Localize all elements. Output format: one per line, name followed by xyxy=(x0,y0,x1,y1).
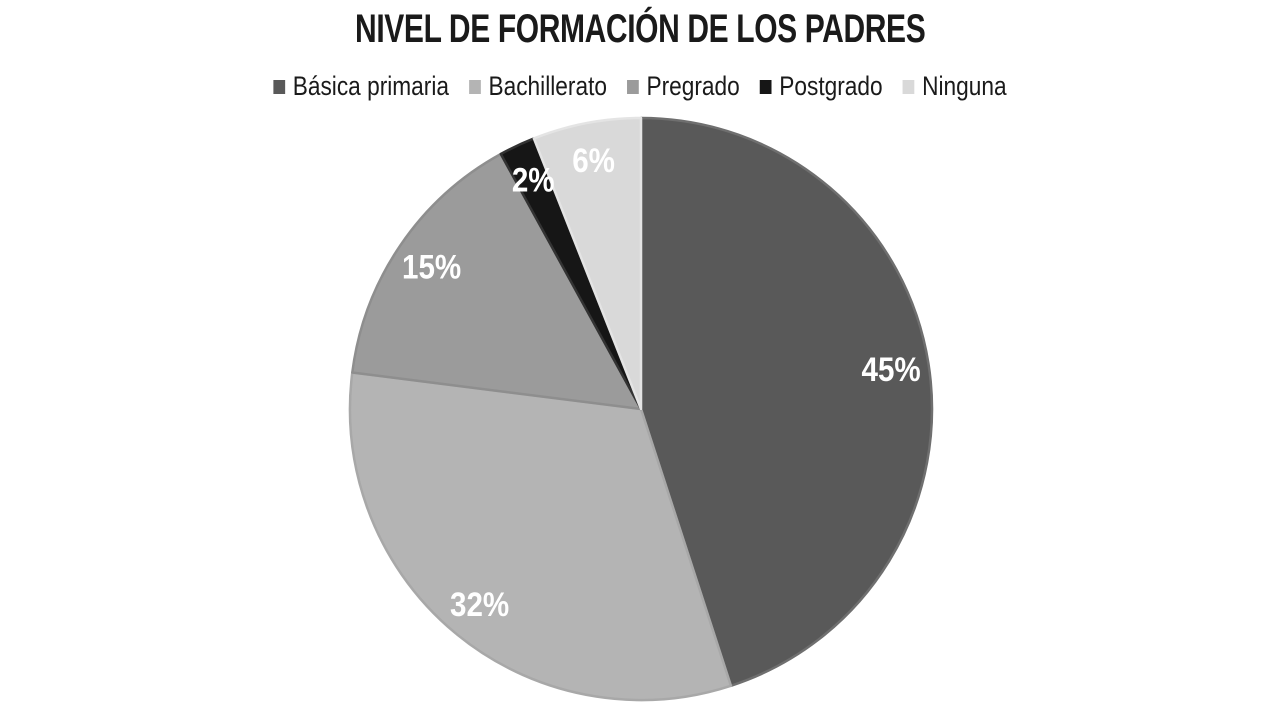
legend-item-bachillerato: Bachillerato xyxy=(469,71,607,102)
chart-title: NIVEL DE FORMACIÓN DE LOS PADRES xyxy=(354,7,926,51)
legend-swatch-basica-primaria-icon xyxy=(273,79,286,94)
legend-item-basica-primaria: Básica primaria xyxy=(273,71,449,102)
legend-label: Ninguna xyxy=(922,71,1007,101)
chart-legend: Básica primaria Bachillerato Pregrado Po… xyxy=(273,71,1007,102)
pie-data-label-3: 2% xyxy=(512,161,555,199)
pie-data-label-1: 32% xyxy=(450,585,509,623)
legend-item-pregrado: Pregrado xyxy=(627,71,740,102)
legend-label: Postgrado xyxy=(779,71,883,101)
pie-slice-2 xyxy=(351,152,643,411)
legend-item-ninguna: Ninguna xyxy=(902,71,1007,102)
pie-slice-0 xyxy=(639,116,934,688)
pie-data-label-0: 45% xyxy=(862,350,921,388)
legend-swatch-ninguna-icon xyxy=(902,79,915,94)
pie-data-label-4: 6% xyxy=(572,141,615,179)
pie-slice-4 xyxy=(532,116,643,411)
legend-item-postgrado: Postgrado xyxy=(759,71,883,102)
chart-title-row: NIVEL DE FORMACIÓN DE LOS PADRES xyxy=(0,9,1280,49)
legend-label: Bachillerato xyxy=(488,71,607,101)
legend-label: Básica primaria xyxy=(292,71,449,101)
legend-swatch-bachillerato-icon xyxy=(469,79,481,94)
legend-swatch-pregrado-icon xyxy=(627,79,639,94)
pie-slice-1 xyxy=(348,371,733,702)
legend-swatch-postgrado-icon xyxy=(759,79,772,94)
pie-data-label-2: 15% xyxy=(402,247,461,285)
legend-label: Pregrado xyxy=(646,71,740,101)
